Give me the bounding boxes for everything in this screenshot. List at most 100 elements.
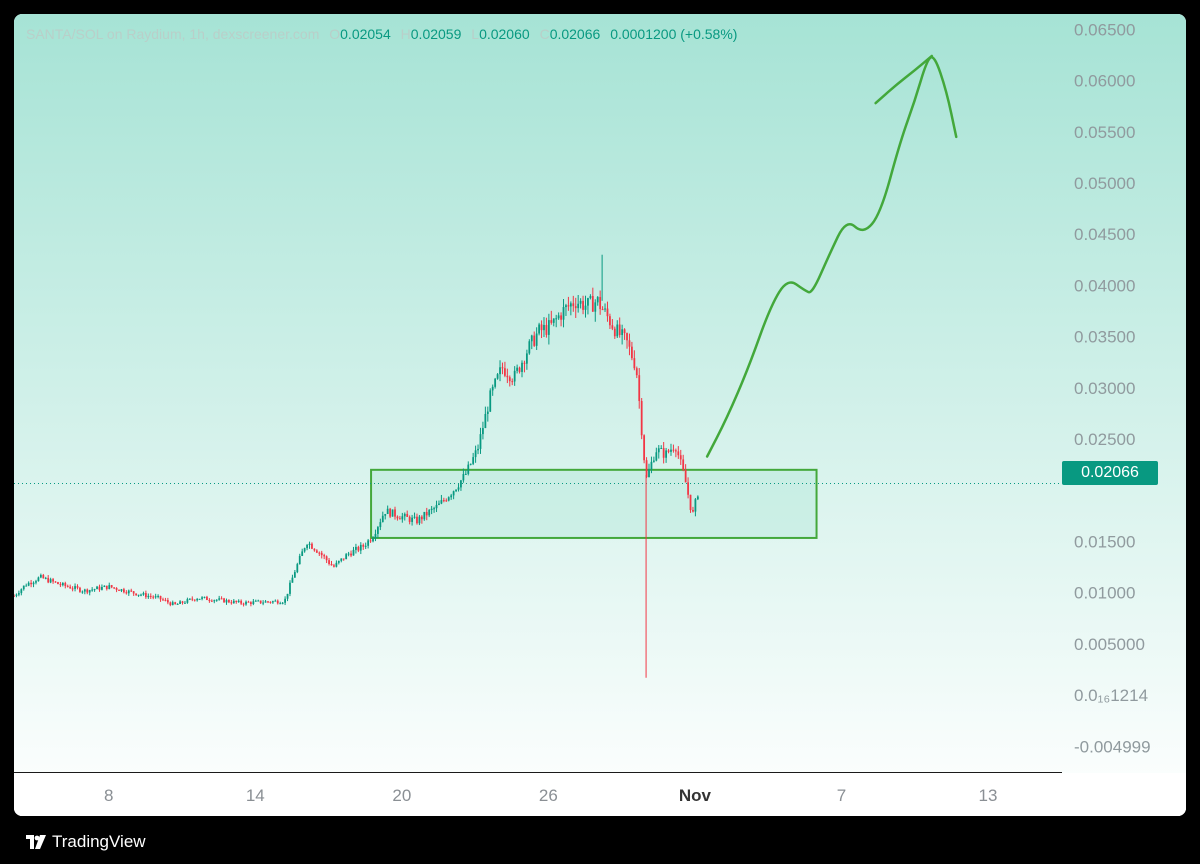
candle-body <box>181 601 184 603</box>
candle-body <box>660 448 663 450</box>
candle-body <box>638 375 641 402</box>
candle-body <box>552 318 555 323</box>
candle-body <box>257 600 260 602</box>
y-tick-label: 0.01500 <box>1074 533 1135 552</box>
candle-body <box>240 600 243 604</box>
candle-body <box>464 473 467 475</box>
candle-body <box>188 598 191 600</box>
candle-body <box>374 533 377 539</box>
candle-body <box>323 555 326 557</box>
candle-body <box>171 602 174 606</box>
candle-body <box>271 601 274 603</box>
chart-frame: 0.06500 0.06000 0.05500 0.05000 0.04500 0.040… <box>14 14 1186 816</box>
candle-body <box>457 487 460 490</box>
candle-body <box>157 595 159 597</box>
candle-body <box>506 375 509 378</box>
candle-body <box>447 497 450 501</box>
candle-body <box>601 309 604 311</box>
x-tick-label: 14 <box>246 786 265 805</box>
candle-body <box>228 600 230 603</box>
candle-body <box>306 544 308 549</box>
candle-body <box>210 600 213 602</box>
candle-body <box>47 577 50 583</box>
candle-body <box>291 577 294 583</box>
open-value: 0.02054 <box>340 26 391 42</box>
candle-body <box>303 548 306 552</box>
candle-body <box>430 508 433 511</box>
candle-body <box>416 516 418 524</box>
price-chart[interactable]: 0.06500 0.06000 0.05500 0.05000 0.04500 0.040… <box>14 14 1186 816</box>
candle-body <box>325 556 328 561</box>
y-tick-label: 0.02500 <box>1074 430 1135 449</box>
candle-body <box>198 598 201 600</box>
high-value: 0.02059 <box>410 26 462 42</box>
candle-body <box>596 297 599 303</box>
candle-body <box>76 586 79 588</box>
candle-body <box>14 595 15 597</box>
candle-body <box>247 601 250 603</box>
candle-body <box>599 297 602 310</box>
candle-body <box>616 324 619 337</box>
candle-body <box>79 587 81 592</box>
candle-body <box>582 300 584 310</box>
x-tick-label: Nov <box>679 786 712 805</box>
candle-body <box>66 585 69 587</box>
candle-body <box>42 574 45 579</box>
candle-body <box>74 586 76 589</box>
candle-body <box>477 448 479 451</box>
candle-body <box>572 303 575 307</box>
candle-body <box>609 316 611 326</box>
candle-body <box>418 516 421 524</box>
candle-body <box>57 582 59 585</box>
candle-body <box>540 324 543 331</box>
candle-body <box>101 586 103 590</box>
candle-body <box>516 367 519 371</box>
candle-body <box>120 589 123 591</box>
candle-body <box>555 318 558 320</box>
close-value: 0.02066 <box>549 26 601 42</box>
candle-body <box>254 600 257 602</box>
chart-background <box>14 14 1186 816</box>
candle-body <box>484 413 487 429</box>
candle-body <box>132 591 135 594</box>
candle-body <box>689 494 692 510</box>
candle-body <box>25 585 28 587</box>
candle-body <box>44 577 47 579</box>
y-tick-label: -0.004999 <box>1074 737 1151 756</box>
candle-body <box>355 546 357 550</box>
candle-body <box>71 588 74 590</box>
candle-body <box>208 600 211 602</box>
candle-body <box>662 448 665 458</box>
candle-body <box>364 545 367 547</box>
candle-body <box>362 544 365 547</box>
candle-body <box>428 510 431 516</box>
y-tick-label: 0.06500 <box>1074 20 1135 39</box>
candle-body <box>186 599 189 603</box>
candle-body <box>372 538 374 542</box>
x-tick-label: 26 <box>539 786 558 805</box>
candle-body <box>115 588 118 590</box>
candle-body <box>223 598 225 603</box>
candle-body <box>523 362 526 364</box>
candle-body <box>604 308 606 310</box>
candle-body <box>518 367 521 372</box>
candle-body <box>525 353 528 364</box>
projection-hook[interactable] <box>874 54 934 105</box>
y-tick-label: 0.05500 <box>1074 123 1135 142</box>
candle-body <box>452 491 455 496</box>
candle-body <box>96 586 98 590</box>
candle-body <box>445 500 448 502</box>
candle-body <box>377 527 379 534</box>
candle-body <box>83 589 86 592</box>
candle-body <box>274 600 277 602</box>
candle-body <box>135 593 138 596</box>
candle-body <box>543 324 545 331</box>
candle-body <box>269 601 272 603</box>
current-price-tag: 0.02066 <box>1062 461 1158 485</box>
candle-body <box>252 601 255 605</box>
footer: TradingView <box>26 830 146 854</box>
support-zone-box[interactable] <box>370 468 818 539</box>
candle-body <box>232 600 235 604</box>
candle-body <box>587 298 589 306</box>
candle-body <box>318 552 321 554</box>
